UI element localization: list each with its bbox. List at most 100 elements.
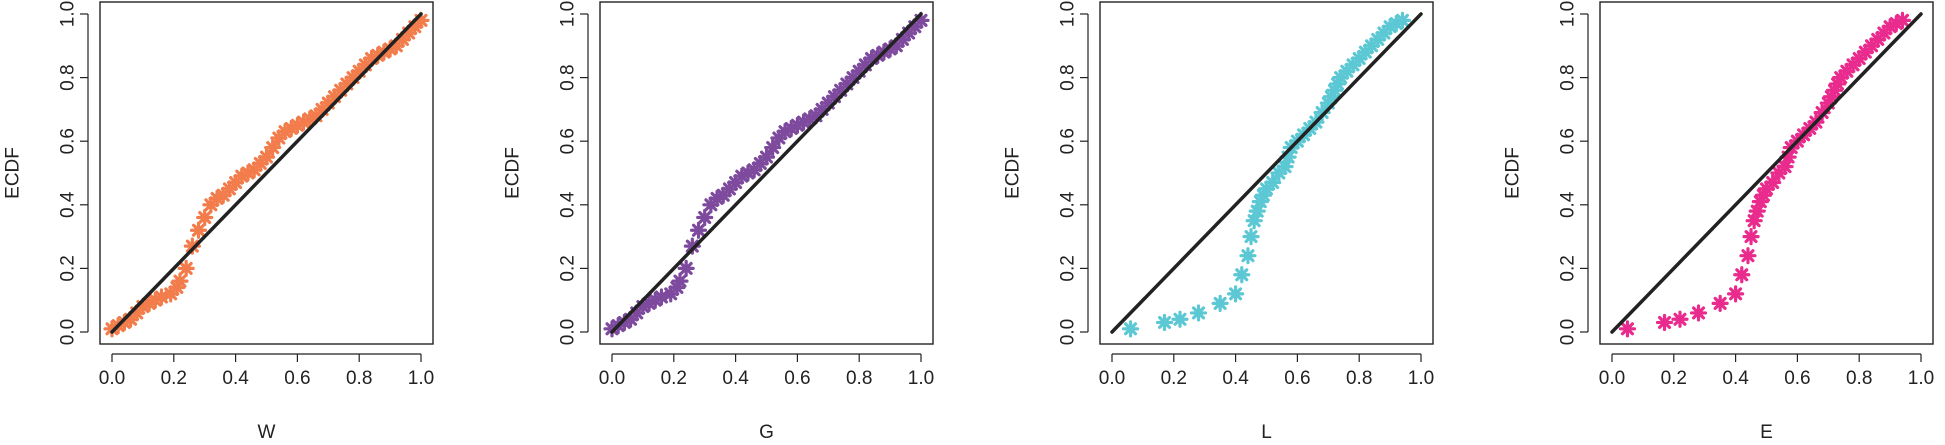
y-tick-label: 0.2 (58, 255, 79, 281)
data-point (140, 294, 158, 312)
y-tick-label: 0.8 (1558, 64, 1579, 90)
data-point (1393, 11, 1412, 29)
x-tick-label: 0.2 (1161, 368, 1187, 389)
data-point (1242, 228, 1260, 246)
y-tick-label: 1.0 (558, 1, 579, 27)
data-point (757, 148, 776, 166)
y-tick-label: 0.6 (558, 128, 579, 154)
reference-line (610, 12, 923, 334)
x-tick-label: 0.8 (846, 368, 872, 389)
data-point (1748, 202, 1766, 220)
data-point (369, 46, 387, 64)
data-point (208, 189, 226, 208)
data-point (603, 320, 621, 338)
data-point (1689, 304, 1708, 322)
plot-frame (99, 1, 434, 345)
data-point (1257, 180, 1276, 198)
y-tick-label: 1.0 (58, 1, 79, 27)
data-point (332, 81, 350, 99)
x-tick-label: 0.4 (222, 368, 249, 389)
data-point (640, 294, 658, 312)
data-point (393, 30, 412, 49)
x-tick-label: 0.6 (1284, 368, 1310, 389)
data-series (1121, 11, 1412, 338)
y-tick-label: 0.0 (58, 319, 79, 345)
data-point (1822, 88, 1840, 106)
data-point (115, 313, 133, 332)
x-tick-label: 0.8 (1346, 368, 1372, 389)
data-point (294, 113, 313, 131)
data-point (301, 110, 319, 128)
data-point (1739, 247, 1757, 265)
y-tick-label: 0.8 (58, 64, 79, 90)
data-point (1248, 202, 1266, 220)
x-tick-label: 0.0 (1599, 368, 1625, 389)
data-point (1764, 173, 1782, 192)
y-axis-title: ECDF (1003, 147, 1024, 199)
x-tick-label: 0.6 (284, 368, 310, 389)
data-point (202, 196, 220, 214)
data-point (214, 186, 232, 204)
x-tick-label: 0.0 (599, 368, 625, 389)
data-point (1757, 180, 1776, 198)
data-point (134, 297, 152, 316)
data-point (196, 208, 214, 227)
data-point (356, 56, 374, 74)
data-point (1754, 186, 1773, 204)
ecdf-panel-E: 0.0 0.2 0.4 0.6 0.8 1.0 0.0 0.2 0.4 0.6 0.8 1.0 E ECD… (1503, 1, 1935, 443)
x-tick-label: 0.4 (1222, 368, 1249, 389)
x-axis-title: E (1760, 422, 1773, 443)
data-point (1270, 164, 1288, 182)
data-point (325, 88, 344, 106)
data-point (714, 186, 732, 204)
y-tick-label: 1.0 (1058, 1, 1079, 27)
data-point (1733, 266, 1751, 284)
data-point (1189, 304, 1208, 322)
data-point (813, 100, 831, 118)
y-tick-label: 0.6 (58, 128, 79, 154)
data-point (838, 75, 856, 93)
data-series (603, 11, 930, 338)
data-point (900, 24, 918, 42)
plot-frame (1599, 1, 1934, 345)
data-point (621, 310, 640, 328)
data-point (720, 180, 739, 198)
data-point (1655, 313, 1674, 332)
plot-frame (1099, 1, 1434, 345)
data-point (702, 196, 720, 214)
data-point (1227, 285, 1245, 303)
data-point (794, 113, 813, 131)
data-point (1832, 69, 1850, 87)
data-point (782, 119, 800, 138)
data-point (400, 24, 418, 42)
y-tick-label: 0.4 (58, 191, 79, 218)
data-point (1369, 30, 1387, 49)
data-point (733, 167, 751, 185)
data-point (689, 221, 708, 239)
data-point (1776, 158, 1794, 176)
data-point (646, 291, 664, 309)
data-point (1819, 94, 1837, 112)
data-point (288, 116, 306, 134)
data-point (1727, 285, 1745, 303)
data-point (844, 69, 862, 87)
x-tick-label: 0.6 (1784, 368, 1810, 389)
data-point (1338, 62, 1356, 80)
x-tick-label: 0.2 (161, 368, 187, 389)
data-point (770, 129, 788, 147)
data-point (727, 173, 745, 192)
data-point (1850, 49, 1868, 68)
y-tick-label: 0.6 (1558, 128, 1579, 154)
data-point (764, 138, 782, 157)
y-tick-label: 0.4 (558, 191, 579, 218)
data-point (832, 81, 850, 99)
data-point (776, 123, 794, 141)
data-point (1381, 18, 1399, 36)
data-point (282, 119, 300, 138)
y-tick-label: 0.0 (1558, 319, 1579, 345)
data-point (1319, 94, 1337, 112)
data-point (751, 154, 769, 173)
data-point (634, 297, 652, 316)
data-point (1618, 320, 1637, 338)
